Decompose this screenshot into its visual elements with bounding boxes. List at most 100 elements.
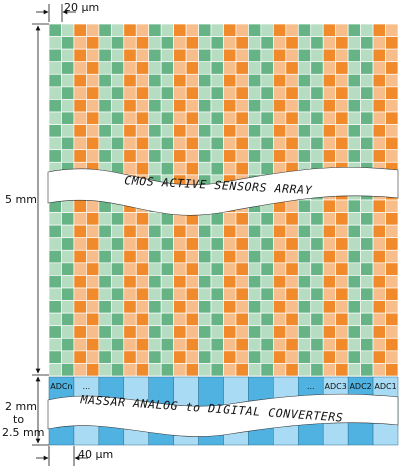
sensor-pixel — [123, 73, 137, 88]
sensor-pixel — [385, 124, 399, 138]
sensor-pixel — [285, 61, 299, 75]
sensor-pixel — [248, 363, 262, 377]
sensor-pixel — [235, 149, 249, 163]
sensor-pixel — [260, 350, 274, 364]
sensor-pixel — [135, 287, 150, 301]
sensor-pixel — [185, 136, 199, 151]
sensor-pixel — [61, 124, 75, 138]
sensor-pixel — [123, 337, 137, 352]
sensor-pixel — [223, 363, 237, 377]
sensor-pixel — [273, 23, 287, 37]
sensor-pixel — [198, 23, 212, 37]
sensor-pixel — [110, 337, 125, 352]
sensor-pixel — [223, 99, 237, 113]
sensor-pixel — [347, 99, 361, 113]
sensor-pixel — [210, 48, 224, 63]
sensor-pixel — [310, 86, 324, 100]
sensor-pixel — [285, 300, 299, 314]
sensor-pixel — [160, 36, 174, 50]
sensor-pixel — [310, 48, 324, 63]
sensor-pixel — [148, 224, 162, 239]
sensor-pixel — [235, 73, 249, 88]
sensor-pixel — [335, 363, 349, 377]
sensor-pixel — [135, 23, 150, 37]
sensor-pixel — [148, 149, 162, 163]
sensor-pixel — [322, 363, 337, 377]
sensor-pixel — [260, 23, 274, 37]
sensor-pixel — [110, 262, 125, 276]
sensor-pixel — [210, 350, 224, 364]
sensor-pixel — [173, 262, 187, 276]
sensor-pixel — [135, 212, 150, 226]
sensor-pixel — [322, 48, 337, 63]
sensor-pixel — [160, 149, 174, 163]
sensor-pixel — [297, 61, 312, 75]
sensor-pixel — [173, 149, 187, 163]
sensor-pixel — [322, 224, 337, 239]
sensor-pixel — [372, 111, 386, 125]
sensor-pixel — [335, 111, 349, 125]
array-height-label-bg — [2, 191, 36, 207]
sensor-pixel — [385, 73, 399, 88]
sensor-pixel — [110, 300, 125, 314]
sensor-pixel — [86, 275, 100, 289]
sensor-pixel — [98, 99, 112, 113]
sensor-pixel — [148, 36, 162, 50]
sensor-pixel — [297, 275, 312, 289]
sensor-pixel — [61, 350, 75, 364]
sensor-pixel — [86, 312, 100, 327]
sensor-pixel — [223, 36, 237, 50]
sensor-pixel — [385, 111, 399, 125]
sensor-pixel — [273, 350, 287, 364]
sensor-pixel — [310, 224, 324, 239]
sensor-pixel — [198, 350, 212, 364]
sensor-pixel — [360, 124, 374, 138]
sensor-pixel — [185, 237, 199, 251]
sensor-pixel — [372, 237, 386, 251]
sensor-pixel — [223, 61, 237, 75]
sensor-pixel — [385, 325, 399, 339]
sensor-pixel — [98, 149, 112, 163]
sensor-pixel — [98, 249, 112, 264]
sensor-pixel — [86, 199, 100, 213]
sensor-pixel — [198, 161, 212, 176]
sensor-pixel — [86, 149, 100, 163]
sensor-pixel — [185, 262, 199, 276]
sensor-pixel — [347, 275, 361, 289]
sensor-pixel — [123, 111, 137, 125]
adc-cell-label: ... — [83, 382, 91, 391]
sensor-pixel — [260, 287, 274, 301]
sensor-pixel — [372, 224, 386, 239]
sensor-pixel — [110, 73, 125, 88]
sensor-pixel — [260, 262, 274, 276]
sensor-pixel — [360, 111, 374, 125]
sensor-pixel — [73, 111, 87, 125]
sensor-pixel — [285, 287, 299, 301]
sensor-pixel — [273, 249, 287, 264]
sensor-pixel — [322, 287, 337, 301]
sensor-pixel — [86, 363, 100, 377]
sensor-pixel — [110, 312, 125, 327]
sensor-pixel — [98, 300, 112, 314]
sensor-pixel — [185, 350, 199, 364]
sensor-pixel — [260, 36, 274, 50]
sensor-pixel — [135, 350, 150, 364]
sensor-pixel — [235, 262, 249, 276]
sensor-pixel — [235, 350, 249, 364]
sensor-pixel — [335, 262, 349, 276]
sensor-pixel — [61, 212, 75, 226]
sensor-pixel — [248, 86, 262, 100]
sensor-pixel — [185, 23, 199, 37]
sensor-pixel — [360, 136, 374, 151]
sensor-pixel — [260, 325, 274, 339]
sensor-pixel — [335, 337, 349, 352]
sensor-pixel — [248, 325, 262, 339]
sensor-pixel — [347, 199, 361, 213]
sensor-pixel — [285, 212, 299, 226]
sensor-pixel — [48, 136, 62, 151]
sensor-pixel — [148, 161, 162, 176]
sensor-pixel — [297, 300, 312, 314]
sensor-pixel — [248, 212, 262, 226]
sensor-pixel — [73, 149, 87, 163]
sensor-pixel — [48, 23, 62, 37]
